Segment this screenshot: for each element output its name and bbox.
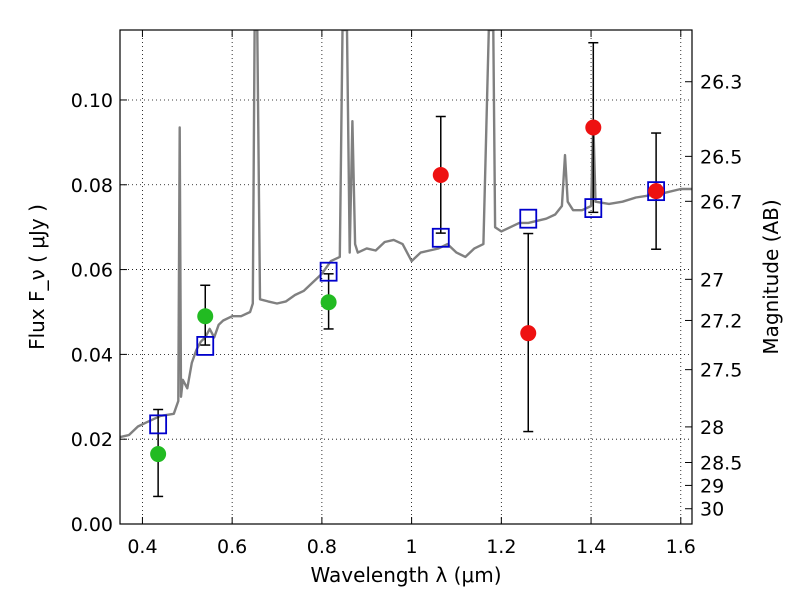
y-tick-label: 0.10 (71, 90, 113, 112)
right-tick-label: 27.5 (700, 360, 742, 382)
y-axis-title: Flux F_ν ( μJy ) (25, 204, 49, 350)
right-tick-label: 26.5 (700, 146, 742, 168)
model-band-square (196, 336, 215, 356)
right-tick-label: 28 (700, 417, 724, 439)
x-tick-label: 1.2 (486, 536, 516, 558)
observed-point (520, 325, 537, 342)
right-tick-label: 28.5 (700, 453, 742, 475)
x-tick-label: 1 (406, 536, 418, 558)
y-tick-label: 0.04 (71, 344, 113, 366)
axis-ticks (120, 30, 692, 525)
observed-point (320, 294, 337, 311)
observed-point (432, 167, 449, 184)
tick-labels: 0.4 0.6 0.8 1 1.2 1.4 1.6 0.00 0.02 0.04 0.06 0.08 0… (71, 72, 743, 558)
model-band-square (431, 227, 450, 248)
y-tick-label: 0.06 (71, 260, 113, 282)
spectrum-line (120, 30, 692, 439)
x-tick-label: 1.4 (576, 536, 606, 558)
model-band-square (149, 414, 168, 435)
x-tick-label: 0.4 (127, 536, 157, 558)
x-tick-label: 0.8 (307, 536, 337, 558)
right-tick-label: 27.2 (700, 310, 742, 332)
observed-point (150, 446, 167, 463)
observed-point (648, 183, 665, 200)
right-tick-label: 29 (700, 475, 724, 497)
model-band-square (319, 261, 338, 282)
y-tick-label: 0.08 (71, 175, 113, 197)
model-band-square (519, 208, 538, 229)
plot-frame (119, 29, 693, 525)
right-axis-title: Magnitude (AB) (759, 199, 783, 354)
model-band-square (584, 198, 603, 218)
observed-point (197, 308, 214, 325)
right-tick-label: 26.7 (700, 191, 742, 213)
y-tick-label: 0.02 (71, 429, 113, 451)
x-tick-label: 1.6 (666, 536, 696, 558)
observed-point (585, 119, 602, 136)
data-markers (149, 119, 666, 463)
right-tick-label: 30 (700, 499, 724, 521)
x-tick-label: 0.6 (217, 536, 247, 558)
right-tick-label: 26.3 (700, 72, 742, 94)
right-tick-label: 27 (700, 269, 724, 291)
y-tick-label: 0.00 (71, 514, 113, 536)
x-axis-title: Wavelength λ (μm) (310, 563, 501, 587)
model-spectrum (120, 30, 692, 439)
